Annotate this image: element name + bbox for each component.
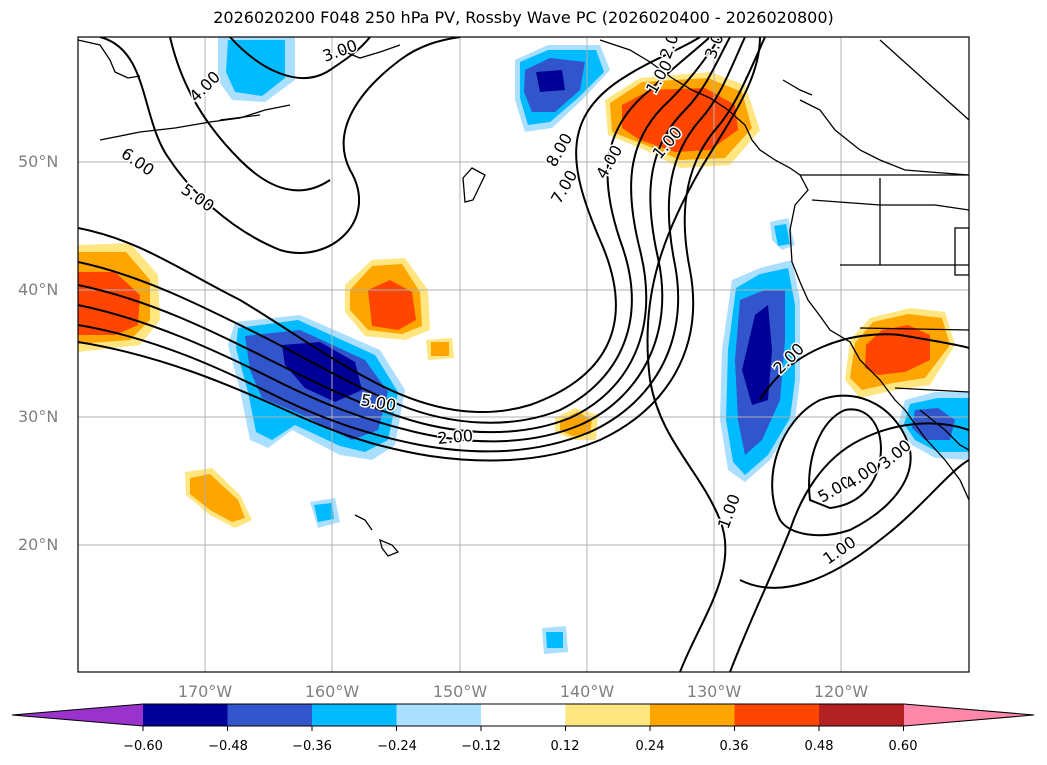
lon-label-120w: 120°W [813,682,869,701]
lat-label-30n: 30°N [18,407,59,426]
lon-label-130w: 130°W [686,682,742,701]
colorbar-segment [227,704,313,726]
lat-label-40n: 40°N [18,280,59,299]
map-panel [78,37,969,672]
coastlines [78,39,969,557]
map-title: 2026020200 F048 250 hPa PV, Rossby Wave … [213,8,834,27]
colorbar-segment [312,704,397,726]
lat-label-50n: 50°N [18,152,59,171]
colorbar-segment [650,704,735,726]
colorbar-tick-label: 0.48 [804,739,834,754]
lon-label-140w: 140°W [559,682,615,701]
colorbar-segment [396,704,482,726]
colorbar-high-extension [904,704,1034,726]
colorbar-tick-label: 0.24 [635,739,665,754]
colorbar-segment [143,704,228,726]
lon-label-150w: 150°W [432,682,488,701]
colorbar-segment [481,704,566,726]
colorbar-tick-label: 0.36 [719,739,749,754]
lat-label-20n: 20°N [18,535,59,554]
colorbar-tick-label: 0.60 [888,739,918,754]
colorbar-segment [819,704,904,726]
colorbar [11,703,1035,731]
contour-label: 5.00 [359,390,397,415]
colorbar-low-extension [12,704,143,726]
pv-contours [78,37,969,672]
lon-label-170w: 170°W [177,682,233,701]
lon-label-160w: 160°W [304,682,360,701]
colorbar-segment [734,704,820,726]
shading-layer [78,37,969,654]
colorbar-tick-label: −0.48 [208,739,248,754]
colorbar-tick-label: −0.24 [377,739,417,754]
colorbar-segment [565,704,651,726]
colorbar-tick-label: −0.60 [123,739,163,754]
contour-label: 2.00 [437,426,474,448]
colorbar-tick-label: −0.12 [461,739,501,754]
map-frame [77,36,970,673]
colorbar-tick-label: −0.36 [292,739,332,754]
colorbar-tick-label: 0.12 [550,739,580,754]
